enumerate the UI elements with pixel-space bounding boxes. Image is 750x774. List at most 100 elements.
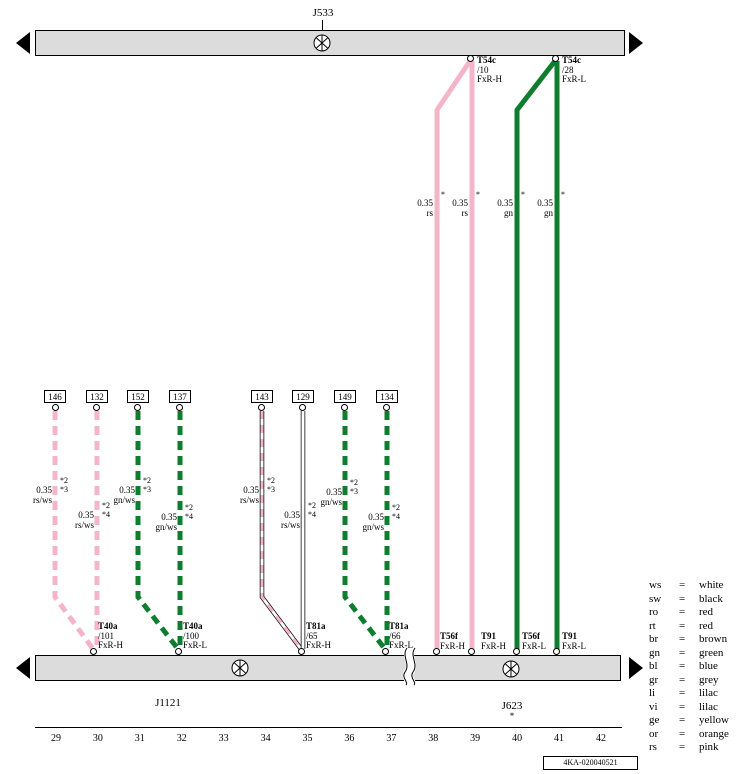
connector-pin: /65 [306, 630, 318, 641]
equals-sign: = [679, 592, 686, 605]
terminal-bullet [383, 404, 390, 411]
terminal-bullet [341, 404, 348, 411]
color-name: red [699, 619, 714, 632]
connector-name: T91 [562, 631, 578, 641]
connector-label-t81a-65: T81a /65 FxR-H [306, 621, 332, 651]
equals-sign: = [679, 579, 686, 591]
gauge: 0.35 [417, 198, 433, 208]
legend-row: bl = blue [649, 660, 729, 674]
connector-label-t40a-100: T40a /100 FxR-L [183, 621, 207, 651]
connector-signal: FxR-L [522, 640, 547, 651]
legend-row: vi = lilac [649, 701, 729, 715]
equals-sign: = [679, 660, 686, 672]
track-number: 42 [595, 733, 606, 744]
connector-signal: FxR-H [98, 640, 124, 650]
connector-signal: FxR-L [389, 640, 414, 650]
color-name: white [699, 579, 724, 591]
color-name: blue [699, 660, 718, 672]
bottom-bus-right-note: * [509, 711, 515, 721]
note: *2 [185, 503, 193, 512]
legend-row: ro = red [649, 606, 729, 620]
track-number: 40 [512, 733, 523, 744]
wire-fxrl-gn-1 [514, 59, 557, 651]
wire-notes: *2 *3 [60, 476, 68, 494]
color-name: grey [699, 673, 719, 686]
color-code: gn/ws [155, 521, 177, 532]
note: *4 [102, 509, 110, 519]
part-number-box: 4KA-020040521 [543, 756, 638, 770]
color-name: black [699, 592, 723, 605]
connector-name: T40a [183, 621, 203, 631]
terminal-bullet [93, 404, 100, 411]
color-name: lilac [699, 687, 718, 699]
track-number: 35 [302, 733, 313, 744]
equals-sign: = [679, 741, 686, 753]
wire-gauge-label: 0.35 rs [430, 198, 469, 218]
terminal-bullet-t54c-10 [467, 55, 474, 62]
connector-label-t91-l: T91 FxR-L [562, 631, 586, 651]
legend-row: br = brown [649, 633, 729, 647]
note: *2 [102, 501, 110, 510]
top-bus-label: J533 [312, 7, 334, 19]
top-bus-left-arrow-icon [16, 32, 30, 54]
legend-row: ws = white [649, 579, 729, 593]
wire-note: * [561, 190, 565, 199]
color-name: pink [699, 741, 719, 753]
top-bus-label-tick [322, 20, 323, 30]
wire-notes: *2 *3 [350, 478, 358, 496]
note: *3 [350, 486, 358, 496]
terminal-box-137: 137 [169, 390, 191, 403]
color-code: gn/ws [320, 496, 342, 507]
terminal-bullet [513, 648, 520, 655]
terminal-bullet [433, 648, 440, 655]
color-code: rs/ws [32, 494, 52, 505]
connector-label-t81a-66: T81a /66 FxR-L [389, 621, 414, 651]
equals-sign: = [679, 700, 686, 713]
legend-row: sw = black [649, 593, 729, 607]
legend-row: rs = pink [649, 741, 729, 755]
bottom-bus-right-label: J623 [501, 700, 523, 712]
harness-junction-icon [502, 660, 520, 678]
connector-label-t56f-h: T56f FxR-H [440, 631, 465, 651]
color-code: gn [504, 207, 513, 218]
harness-junction-icon [231, 659, 249, 677]
color-code: ro [649, 606, 659, 618]
equals-sign: = [679, 619, 686, 632]
connector-signal: FxR-H [481, 640, 507, 651]
connector-label-t56f-l: T56f FxR-L [522, 631, 547, 651]
color-name: brown [699, 633, 728, 645]
terminal-bullet [175, 648, 182, 655]
color-name: lilac [699, 700, 718, 713]
connector-signal: FxR-H [306, 640, 332, 650]
gauge: 0.35 [497, 198, 513, 208]
color-code: br [649, 633, 659, 645]
color-name: green [699, 646, 724, 659]
bottom-bus-right-arrow-icon [629, 657, 643, 679]
color-code: rs [461, 207, 469, 218]
color-code: bl [649, 660, 658, 672]
terminal-box-143: 143 [251, 390, 273, 403]
terminal-bullet [382, 648, 389, 655]
terminal-bullet [90, 648, 97, 655]
equals-sign: = [679, 673, 686, 686]
terminal-box-152: 152 [127, 390, 149, 403]
terminal-bullet [553, 648, 560, 655]
wire-notes: *2 *4 [102, 501, 110, 519]
wire-143-outline [259, 411, 303, 651]
note: *3 [60, 484, 68, 494]
wire-note: * [476, 190, 480, 199]
connector-label-t54c-10: T54c /10 FxR-H [477, 55, 502, 85]
terminal-bullet [176, 404, 183, 411]
equals-sign: = [679, 633, 686, 645]
wire-143-stripe [260, 411, 303, 650]
color-code: gn/ws [113, 494, 135, 505]
equals-sign: = [679, 727, 686, 740]
connector-name: T91 [481, 631, 497, 641]
wire-notes: *2 *3 [267, 476, 275, 494]
connector-name: T40a [98, 621, 118, 631]
legend-row: rt = red [649, 620, 729, 634]
note: *4 [185, 511, 193, 521]
color-code: vi [649, 700, 658, 713]
note: *2 [308, 501, 316, 510]
